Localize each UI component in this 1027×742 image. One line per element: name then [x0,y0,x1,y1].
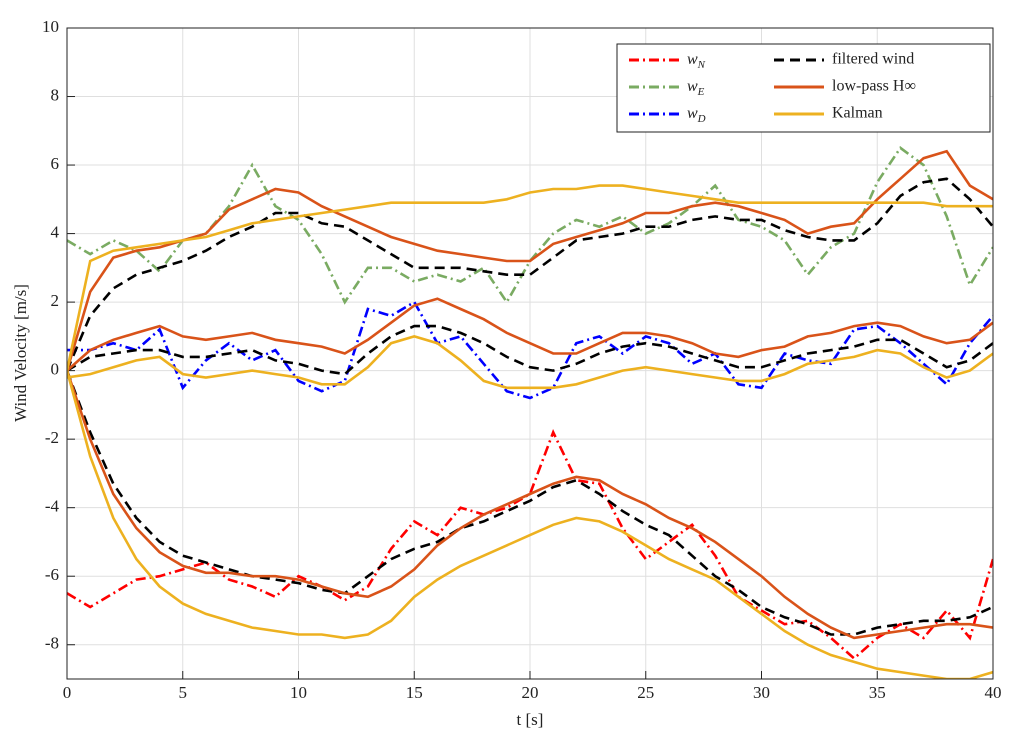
x-tick-label: 10 [290,683,307,702]
x-tick-label: 15 [406,683,423,702]
x-tick-label: 35 [869,683,886,702]
legend-label: Kalman [832,105,883,122]
legend-label-main: w [687,105,698,122]
series-line [67,300,993,400]
y-tick-label: -8 [45,634,59,653]
legend-label: wD [687,105,706,125]
y-axis-label: Wind Velocity [m/s] [11,284,30,422]
y-tick-label: 4 [51,222,60,241]
series-line [67,149,993,371]
y-tick-label: 6 [51,154,60,173]
series-line [67,370,993,679]
axes-box [66,27,994,680]
series-line [67,428,993,661]
legend-label-main: w [687,78,698,95]
legend-label-sub: D [697,113,706,125]
series-line [67,184,993,371]
series-line [67,335,993,390]
legend-label-main: w [687,51,698,68]
y-tick-label: -2 [45,428,59,447]
y-tick-label: 10 [42,17,59,36]
x-tick-label: 40 [985,683,1002,702]
legend-label-sub: N [697,59,706,71]
x-tick-label: 0 [63,683,72,702]
y-tick-label: 8 [51,85,60,104]
series-line [67,146,993,305]
x-tick-label: 5 [179,683,188,702]
x-tick-label: 25 [637,683,654,702]
legend-label: wN [687,51,706,71]
legend-label: wE [687,78,705,98]
y-tick-label: -6 [45,565,59,584]
y-tick-label: 0 [51,360,60,379]
series-line [67,297,993,372]
series-line [67,370,993,640]
legend-label: filtered wind [832,51,914,68]
x-tick-label: 30 [753,683,770,702]
series-line [67,177,993,372]
y-tick-label: -4 [45,497,60,516]
x-tick-label: 20 [522,683,539,702]
series-line [67,370,993,636]
y-tick-label: 2 [51,291,60,310]
x-axis-label: t [s] [517,710,544,729]
series-line [67,324,993,376]
legend-label-sub: E [697,86,705,98]
legend-label: low-pass H∞ [832,78,916,95]
